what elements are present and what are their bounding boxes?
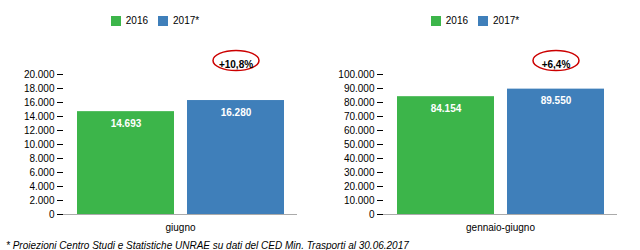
svg-text:10.000: 10.000 xyxy=(24,139,55,150)
svg-text:80.000: 80.000 xyxy=(344,97,375,108)
html-text:2017*: 2017* xyxy=(173,15,200,26)
svg-text:8.000: 8.000 xyxy=(29,153,54,164)
svg-text:100.000: 100.000 xyxy=(338,69,375,80)
svg-text:giugno: giugno xyxy=(165,222,195,233)
svg-text:4.000: 4.000 xyxy=(29,181,54,192)
svg-text:2.000: 2.000 xyxy=(29,195,54,206)
svg-text:84.154: 84.154 xyxy=(431,103,462,114)
svg-text:14.000: 14.000 xyxy=(24,111,55,122)
svg-text:30.000: 30.000 xyxy=(344,167,375,178)
svg-text:+6,4%: +6,4% xyxy=(542,59,571,70)
svg-text:14.693: 14.693 xyxy=(111,118,142,129)
svg-text:16.280: 16.280 xyxy=(221,107,252,118)
svg-text:20.000: 20.000 xyxy=(344,181,375,192)
svg-text:gennaio-giugno: gennaio-giugno xyxy=(466,222,535,233)
svg-text:90.000: 90.000 xyxy=(344,83,375,94)
svg-text:10.000: 10.000 xyxy=(344,195,375,206)
svg-text:89.550: 89.550 xyxy=(541,95,572,106)
svg-text:0: 0 xyxy=(49,209,55,220)
svg-text:70.000: 70.000 xyxy=(344,111,375,122)
html-text:2017*: 2017* xyxy=(493,15,520,26)
svg-text:20.000: 20.000 xyxy=(24,69,55,80)
html-text:* Proiezioni Centro Studi e St: * Proiezioni Centro Studi e Statistiche … xyxy=(6,240,409,250)
svg-text:40.000: 40.000 xyxy=(344,153,375,164)
svg-text:18.000: 18.000 xyxy=(24,83,55,94)
svg-text:12.000: 12.000 xyxy=(24,125,55,136)
html-text:2016: 2016 xyxy=(125,15,148,26)
svg-text:+10,8%: +10,8% xyxy=(219,59,253,70)
svg-text:0: 0 xyxy=(369,209,375,220)
html-text:2016: 2016 xyxy=(445,15,468,26)
svg-text:60.000: 60.000 xyxy=(344,125,375,136)
svg-text:16.000: 16.000 xyxy=(24,97,55,108)
svg-text:50.000: 50.000 xyxy=(344,139,375,150)
svg-text:6.000: 6.000 xyxy=(29,167,54,178)
